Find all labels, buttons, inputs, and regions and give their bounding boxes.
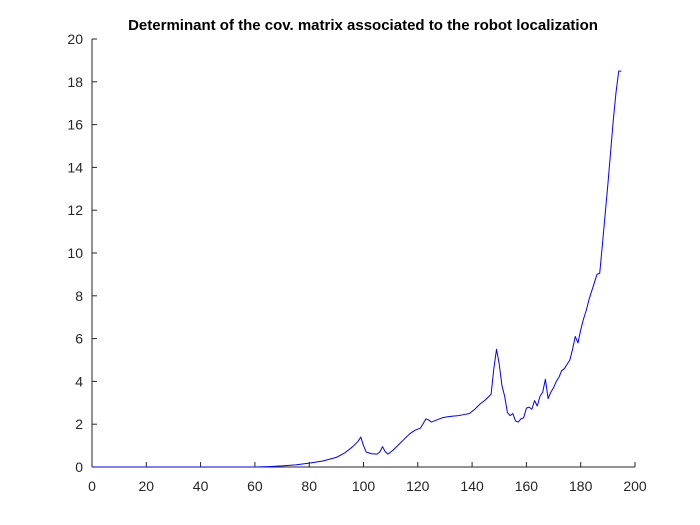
y-tick-label: 10 xyxy=(67,245,83,261)
plot-area xyxy=(92,70,622,468)
x-tick-label: 20 xyxy=(139,478,155,494)
x-tick-label: 0 xyxy=(88,478,96,494)
y-tick-label: 2 xyxy=(75,416,83,432)
x-tick-label: 180 xyxy=(569,478,593,494)
x-tick-label: 80 xyxy=(301,478,317,494)
y-tick-label: 18 xyxy=(67,74,83,90)
x-tick-label: 140 xyxy=(460,478,484,494)
x-tick-label: 100 xyxy=(352,478,376,494)
y-tick-label: 0 xyxy=(75,459,83,475)
y-tick-label: 12 xyxy=(67,202,83,218)
chart-title: Determinant of the cov. matrix associate… xyxy=(128,17,598,34)
y-tick-label: 8 xyxy=(75,288,83,304)
series-line xyxy=(92,70,622,468)
y-tick-label: 16 xyxy=(67,117,83,133)
x-tick-label: 120 xyxy=(406,478,430,494)
axes: 0 20 40 60 80 100 120 140 160 180 200 0 2 4 6 8 10 12 14 16… xyxy=(67,31,646,494)
x-tick-label: 60 xyxy=(247,478,263,494)
x-tick-label: 200 xyxy=(623,478,647,494)
y-tick-label: 6 xyxy=(75,331,83,347)
x-tick-label: 160 xyxy=(515,478,539,494)
y-tick-label: 14 xyxy=(67,159,83,175)
y-tick-label: 4 xyxy=(75,373,83,389)
x-tick-label: 40 xyxy=(193,478,209,494)
y-tick-label: 20 xyxy=(67,31,83,47)
